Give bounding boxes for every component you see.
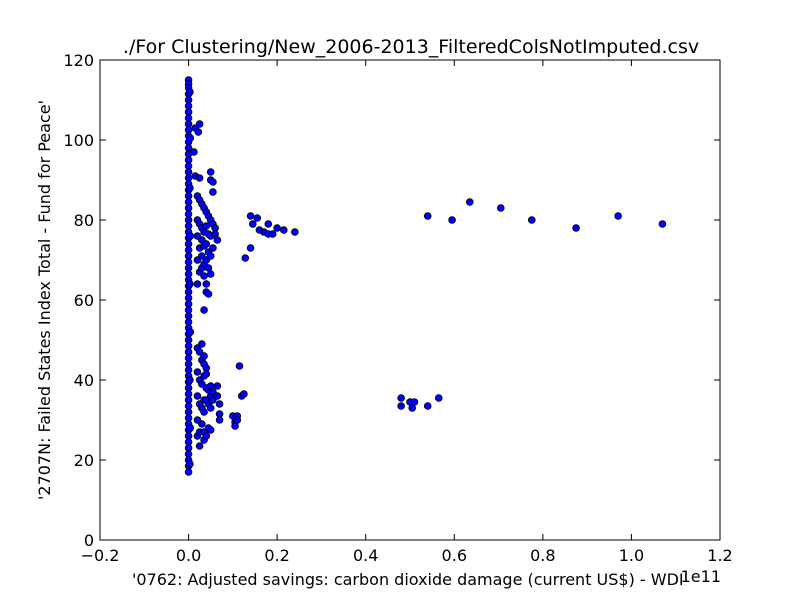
x-axis-ticks: −0.2 0.0 0.2 0.4 0.6 0.8 1.0 1.2 [81, 60, 733, 565]
x-tick-label: 0.4 [353, 546, 378, 565]
scatter-point [195, 174, 204, 182]
y-tick-label: 80 [74, 211, 94, 230]
scatter-point [215, 400, 224, 408]
y-tick-label: 100 [63, 131, 94, 150]
scatter-point [434, 394, 443, 402]
scatter-point [246, 244, 255, 252]
scatter-point [423, 212, 432, 220]
scatter-point [209, 244, 217, 252]
scatter-point [423, 402, 432, 410]
scatter-point [397, 394, 405, 402]
scatter-point [496, 204, 505, 212]
scatter-point [213, 382, 222, 390]
scatter-point [195, 120, 204, 128]
scatter-point [465, 198, 474, 206]
x-tick-label: 1.0 [619, 546, 644, 565]
scatter-points [184, 76, 667, 476]
scatter-point [209, 178, 217, 186]
scatter-point [448, 216, 456, 224]
scatter-point [186, 232, 195, 240]
scatter-point [186, 376, 194, 384]
scatter-point [186, 184, 194, 192]
scatter-point [206, 426, 215, 434]
x-axis-label: '0762: Adjusted savings: carbon dioxide … [132, 570, 688, 589]
scatter-point [194, 128, 203, 136]
scatter-point [200, 306, 208, 314]
scatter-point [195, 442, 204, 450]
y-axis-ticks: 0 20 40 60 80 100 120 [63, 51, 720, 550]
y-tick-label: 40 [74, 371, 94, 390]
scatter-point [193, 368, 202, 376]
x-tick-label: 0.6 [442, 546, 467, 565]
scatter-point [202, 280, 211, 288]
y-axis-label: '2707N: Failed States Index Total - Fund… [35, 100, 54, 500]
scatter-point [202, 222, 211, 230]
scatter-point [186, 328, 195, 336]
scatter-point [202, 370, 211, 378]
scatter-point [291, 228, 299, 236]
scatter-point [198, 420, 206, 428]
scatter-point [193, 392, 202, 400]
scatter-point [572, 224, 580, 232]
x-tick-label: 0.2 [264, 546, 289, 565]
scatter-point [206, 252, 215, 260]
scatter-point [273, 224, 281, 232]
y-tick-label: 20 [74, 451, 94, 470]
scatter-point [213, 236, 222, 244]
x-tick-label: −0.2 [81, 546, 120, 565]
y-tick-label: 120 [63, 51, 94, 70]
scatter-point [193, 280, 202, 288]
scatter-point [198, 340, 206, 348]
scatter-point [213, 392, 222, 400]
scatter-point [186, 88, 194, 96]
scatter-point [202, 240, 211, 248]
scatter-point [658, 220, 667, 228]
scatter-point [215, 416, 224, 424]
scatter-point [527, 216, 536, 224]
scatter-point [190, 148, 198, 156]
scatter-point [209, 188, 217, 196]
scatter-point [184, 468, 193, 476]
scatter-point [241, 254, 250, 262]
scatter-point [268, 230, 277, 238]
y-tick-label: 0 [84, 531, 94, 550]
scatter-point [200, 352, 208, 360]
scatter-point [253, 214, 262, 222]
scatter-point [246, 212, 255, 220]
y-tick-label: 60 [74, 291, 94, 310]
scatter-point [200, 408, 208, 416]
scatter-point [248, 220, 257, 228]
scatter-point [240, 390, 248, 398]
scatter-point [279, 226, 288, 234]
scatter-point [186, 424, 195, 432]
scatter-point [204, 290, 213, 298]
scatter-point [202, 432, 211, 440]
scatter-point [186, 460, 194, 468]
scatter-point [264, 220, 273, 228]
x-tick-label: 0.0 [176, 546, 201, 565]
x-tick-label: 0.8 [530, 546, 555, 565]
scatter-point [397, 402, 405, 410]
chart-title: ./For Clustering/New_2006-2013_FilteredC… [123, 36, 699, 58]
scatter-point [206, 168, 215, 176]
x-axis-offset-label: 1e11 [681, 567, 721, 586]
scatter-point [233, 416, 242, 424]
x-tick-label: 1.2 [707, 546, 732, 565]
scatter-point [206, 270, 215, 278]
scatter-point [186, 280, 194, 288]
scatter-point [410, 398, 419, 406]
scatter-point [200, 272, 208, 280]
scatter-point [235, 362, 244, 370]
scatter-point [206, 404, 215, 412]
scatter-point [186, 134, 195, 142]
scatter-point [614, 212, 622, 220]
